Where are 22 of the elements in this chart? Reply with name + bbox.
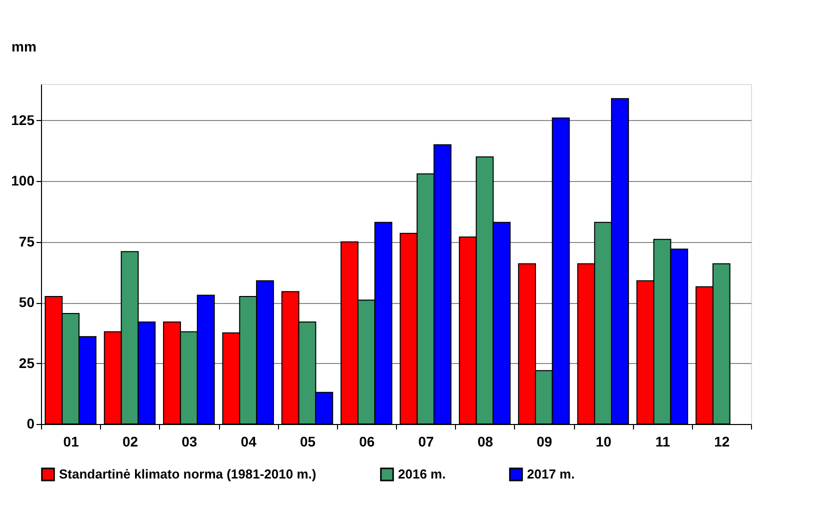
y-axis-title: mm [12, 38, 36, 54]
y-tick-label: 100 [11, 172, 35, 189]
x-tick-label: 05 [300, 434, 316, 450]
y-tick-label: 50 [18, 294, 35, 310]
x-tick-label: 04 [240, 434, 257, 450]
x-tick-label: 08 [477, 434, 494, 450]
x-tick-label: 02 [122, 434, 138, 450]
x-tick-label: 09 [536, 434, 552, 450]
y-tick-label: 25 [18, 354, 35, 371]
x-tick-label: 10 [596, 434, 612, 450]
x-tick-label: 12 [714, 434, 730, 450]
x-tick-label: 11 [655, 434, 670, 450]
y-tick-label: 75 [18, 233, 35, 250]
legend-label: 2016 m. [398, 466, 446, 482]
y-tick-label: 125 [11, 112, 35, 128]
x-tick-label: 03 [182, 434, 198, 450]
legend-label: Standartinė klimato norma (1981-2010 m.) [59, 466, 316, 482]
x-tick-label: 01 [63, 434, 80, 450]
y-tick-label: 0 [26, 416, 35, 432]
legend-label: 2017 m. [527, 466, 575, 482]
x-tick-label: 07 [418, 434, 434, 450]
x-tick-label: 06 [359, 434, 375, 450]
